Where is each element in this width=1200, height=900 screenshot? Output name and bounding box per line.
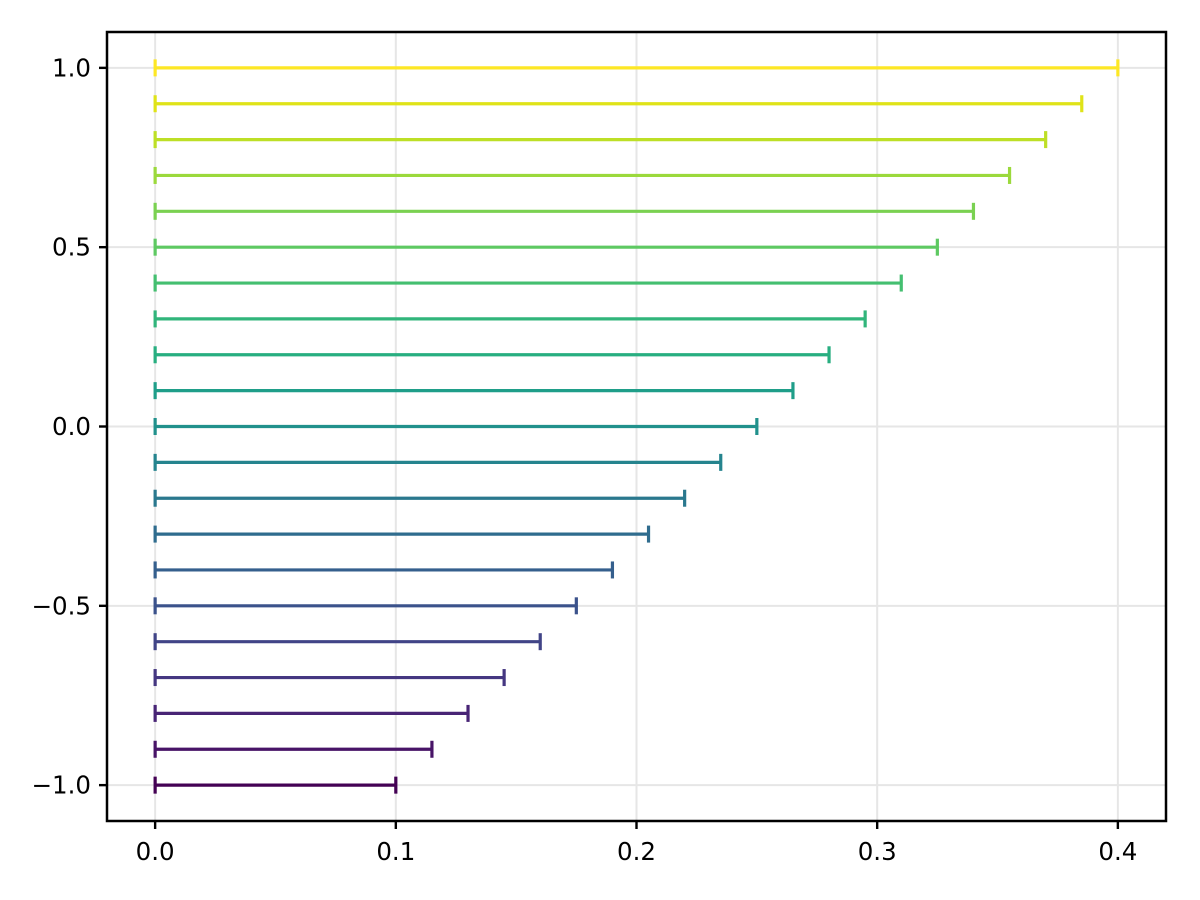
x-tick-label: 0.3 (858, 837, 897, 866)
y-tick-label: 1.0 (52, 53, 91, 82)
y-tick-label: 0.0 (52, 412, 91, 441)
x-tick-label: 0.2 (617, 837, 656, 866)
y-tick-label: 0.5 (52, 233, 91, 262)
x-tick-label: 0.1 (376, 837, 415, 866)
x-tick-label: 0.4 (1098, 837, 1137, 866)
y-tick-label: −1.0 (32, 771, 92, 800)
y-tick-label: −0.5 (32, 591, 92, 620)
x-tick-label: 0.0 (136, 837, 175, 866)
